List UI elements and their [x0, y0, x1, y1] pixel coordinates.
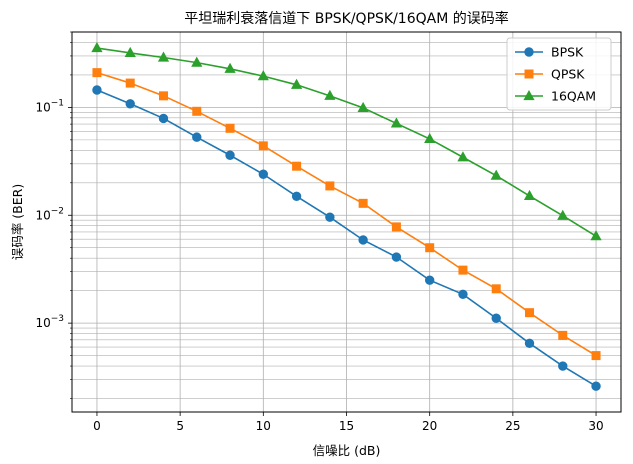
- data-point: [524, 338, 535, 349]
- data-point: [425, 243, 435, 253]
- data-point: [424, 275, 435, 285]
- data-point: [224, 62, 236, 73]
- x-tick-label: 5: [176, 419, 184, 433]
- series-line: [96, 71, 597, 357]
- series-16qam: [91, 42, 602, 241]
- data-point: [424, 132, 436, 144]
- data-point: [324, 89, 336, 100]
- x-tick-label: 0: [93, 419, 101, 433]
- data-point: [557, 209, 569, 220]
- data-point: [257, 70, 269, 81]
- data-point: [491, 284, 501, 294]
- data-point: [191, 56, 203, 67]
- legend-item: 16QAM: [515, 89, 596, 104]
- data-point: [92, 68, 102, 78]
- legend-item: BPSK: [515, 45, 584, 60]
- data-point: [157, 51, 170, 62]
- data-point: [291, 191, 302, 201]
- y-tick-label: 10−1: [35, 98, 64, 114]
- data-point: [358, 198, 368, 208]
- data-point: [390, 117, 403, 128]
- data-point: [558, 361, 568, 371]
- data-point: [458, 265, 468, 275]
- x-tick-label: 25: [505, 419, 520, 433]
- legend-marker: [523, 89, 535, 101]
- series-line: [96, 47, 597, 237]
- legend-label: 16QAM: [551, 89, 596, 104]
- data-point: [558, 330, 568, 340]
- data-point: [192, 106, 202, 116]
- series-bpsk: [92, 85, 601, 391]
- data-point: [92, 85, 102, 95]
- legend-label: BPSK: [551, 45, 584, 60]
- data-point: [225, 123, 235, 133]
- data-point: [391, 252, 402, 262]
- data-point: [591, 381, 601, 391]
- data-point: [458, 289, 468, 300]
- data-point: [325, 181, 335, 191]
- legend: BPSK QPSK 16QAM: [506, 37, 612, 111]
- data-point: [290, 78, 303, 89]
- y-tick-label: 10−3: [35, 314, 64, 330]
- legend-item: QPSK: [515, 67, 585, 82]
- y-tick-label: 10−2: [35, 206, 64, 222]
- ticks: 0 5 10 15 20 25 30 10−1 10−2 10−3: [35, 31, 604, 433]
- series-line: [96, 89, 597, 387]
- x-tick-label: 15: [339, 419, 354, 433]
- data-point: [490, 169, 502, 180]
- data-point: [258, 169, 269, 179]
- data-point: [158, 113, 169, 124]
- data-point: [192, 132, 202, 142]
- data-point: [258, 141, 268, 151]
- legend-marker: [524, 69, 534, 79]
- data-point: [124, 46, 136, 58]
- x-tick-label: 20: [422, 419, 437, 433]
- legend-box: [506, 37, 612, 111]
- data-point: [91, 42, 103, 53]
- data-point: [225, 150, 235, 160]
- data-point: [159, 91, 168, 101]
- x-axis-label: 信噪比 (dB): [313, 443, 381, 458]
- data-point: [391, 222, 401, 232]
- data-point: [525, 308, 534, 318]
- x-tick-label: 30: [588, 419, 603, 433]
- series-qpsk: [92, 68, 601, 361]
- data-point: [357, 101, 369, 112]
- data-point: [523, 189, 536, 201]
- legend-label: QPSK: [551, 67, 585, 82]
- data-point: [457, 151, 469, 162]
- x-tick-label: 10: [256, 419, 271, 433]
- data-point: [358, 235, 368, 245]
- chart-title: 平坦瑞利衰落信道下 BPSK/QPSK/16QAM 的误码率: [184, 10, 508, 27]
- legend-marker: [524, 47, 534, 57]
- y-axis-label: 误码率 (BER): [10, 184, 25, 260]
- data-point: [491, 313, 501, 323]
- series-layer: [91, 42, 602, 391]
- data-point: [591, 351, 601, 361]
- data-point: [590, 230, 602, 241]
- data-point: [292, 161, 302, 171]
- data-point: [125, 78, 135, 88]
- data-point: [125, 99, 135, 109]
- data-point: [325, 212, 335, 222]
